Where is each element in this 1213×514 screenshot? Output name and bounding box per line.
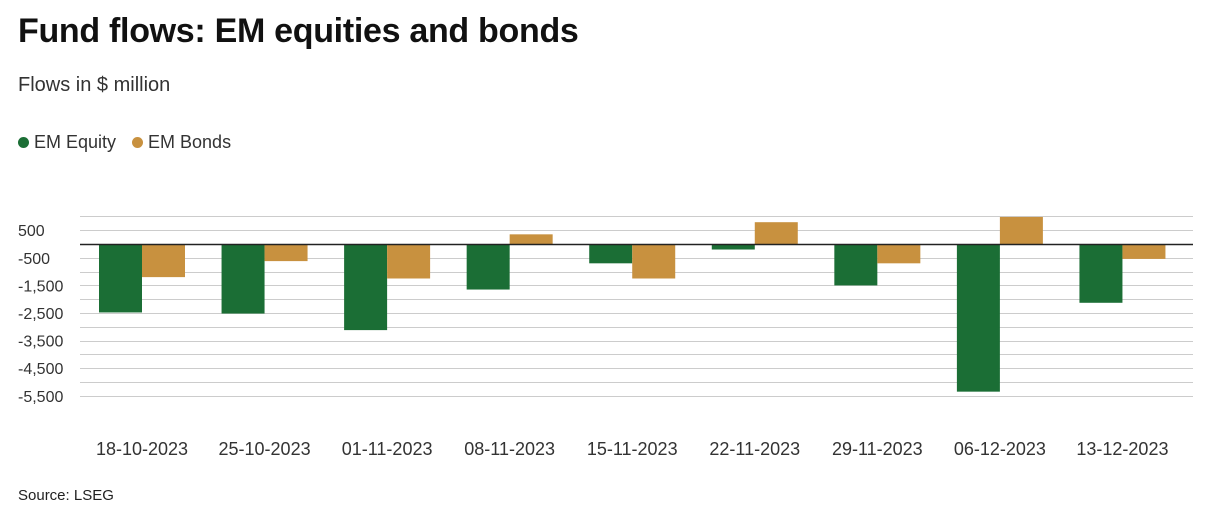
bar-em-equity <box>344 244 388 331</box>
legend-swatch-em-bonds <box>132 137 144 148</box>
bar-em-bonds <box>877 244 921 264</box>
bar-em-bonds <box>1122 244 1166 259</box>
bar-em-equity <box>956 244 1000 392</box>
legend-label-em-equity: EM Equity <box>34 132 117 152</box>
x-tick-label: 15-11-2023 <box>587 439 678 459</box>
x-tick-label: 13-12-2023 <box>1076 439 1168 459</box>
y-tick-label: -1,500 <box>18 278 63 295</box>
bar-em-equity <box>99 244 142 313</box>
bar-em-equity <box>589 244 633 264</box>
legend-label-em-bonds: EM Bonds <box>148 132 232 152</box>
legend-item-em-bonds: EM Bonds <box>132 132 231 153</box>
bar-em-bonds <box>632 244 676 279</box>
bar-em-equity <box>466 244 510 290</box>
y-tick-label: -3,500 <box>18 334 63 351</box>
x-tick-label: 08-11-2023 <box>464 439 555 459</box>
source-note: Source: LSEG <box>18 487 114 504</box>
y-tick-label: -500 <box>18 251 50 268</box>
bar-em-bonds <box>509 234 553 244</box>
x-tick-label: 01-11-2023 <box>342 439 433 459</box>
bar-em-bonds <box>264 244 308 262</box>
legend-item-em-equity: EM Equity <box>18 132 116 153</box>
bar-em-bonds <box>387 244 431 279</box>
legend-swatch-em-equity <box>18 137 29 148</box>
y-tick-label: 500 <box>18 223 45 240</box>
legend: EM Equity EM Bonds <box>18 132 231 153</box>
bar-em-equity <box>1079 244 1123 303</box>
bar-em-equity <box>834 244 878 286</box>
bar-em-bonds <box>142 244 185 278</box>
y-tick-label: -2,500 <box>18 306 63 323</box>
x-tick-label: 29-11-2023 <box>832 439 923 459</box>
chart-title: Fund flows: EM equities and bonds <box>18 12 579 50</box>
x-tick-label: 06-12-2023 <box>954 439 1046 459</box>
x-tick-label: 25-10-2023 <box>219 439 311 459</box>
x-tick-label: 22-11-2023 <box>709 439 800 459</box>
y-tick-label: -4,500 <box>18 361 63 378</box>
bar-em-equity <box>221 244 265 314</box>
x-tick-label: 18-10-2023 <box>96 439 188 459</box>
chart-subtitle: Flows in $ million <box>18 74 171 96</box>
bar-em-equity <box>711 244 755 250</box>
bar-em-bonds <box>754 222 798 244</box>
bar-em-bonds <box>999 216 1043 244</box>
y-tick-label: -5,500 <box>18 389 63 406</box>
